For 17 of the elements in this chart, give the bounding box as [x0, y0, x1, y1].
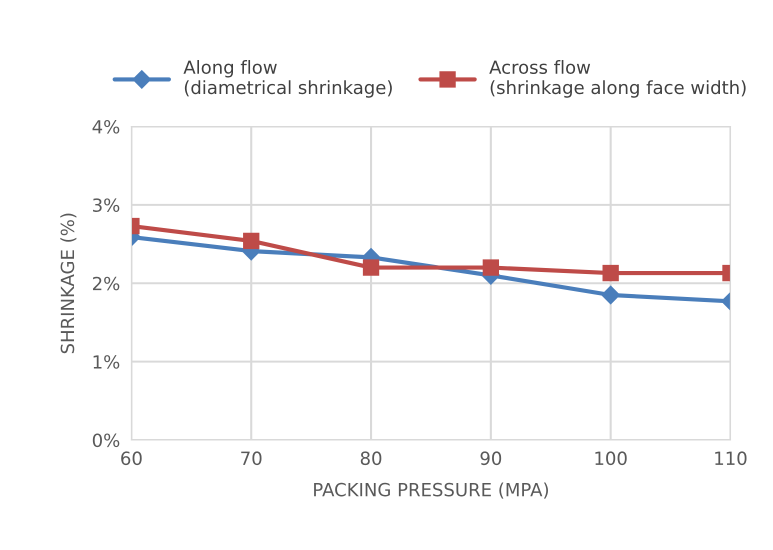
- x-tick-label: 90: [480, 451, 502, 466]
- x-tick-label: 60: [121, 451, 142, 466]
- y-axis-title: SHRINKAGE (%): [60, 214, 76, 354]
- x-axis-title: PACKING PRESSURE (MPA): [314, 482, 548, 499]
- x-tick-label: 100: [595, 451, 627, 466]
- x-tick-label: 80: [360, 451, 382, 466]
- y-tick-label: 1%: [94, 355, 120, 369]
- x-tick-label: 70: [241, 451, 262, 466]
- point: [362, 259, 380, 276]
- legend-label: Across flow (shrinkage along face width): [489, 60, 746, 98]
- legend-label: Along flow (diametrical shrinkage): [183, 60, 392, 98]
- x-tick-label: 110: [715, 451, 747, 466]
- y-tick-label: 0%: [92, 433, 120, 448]
- y-tick-label: 4%: [92, 120, 120, 134]
- y-tick-label: 3%: [93, 198, 120, 212]
- y-tick-label: 2%: [92, 276, 120, 290]
- point: [482, 259, 500, 276]
